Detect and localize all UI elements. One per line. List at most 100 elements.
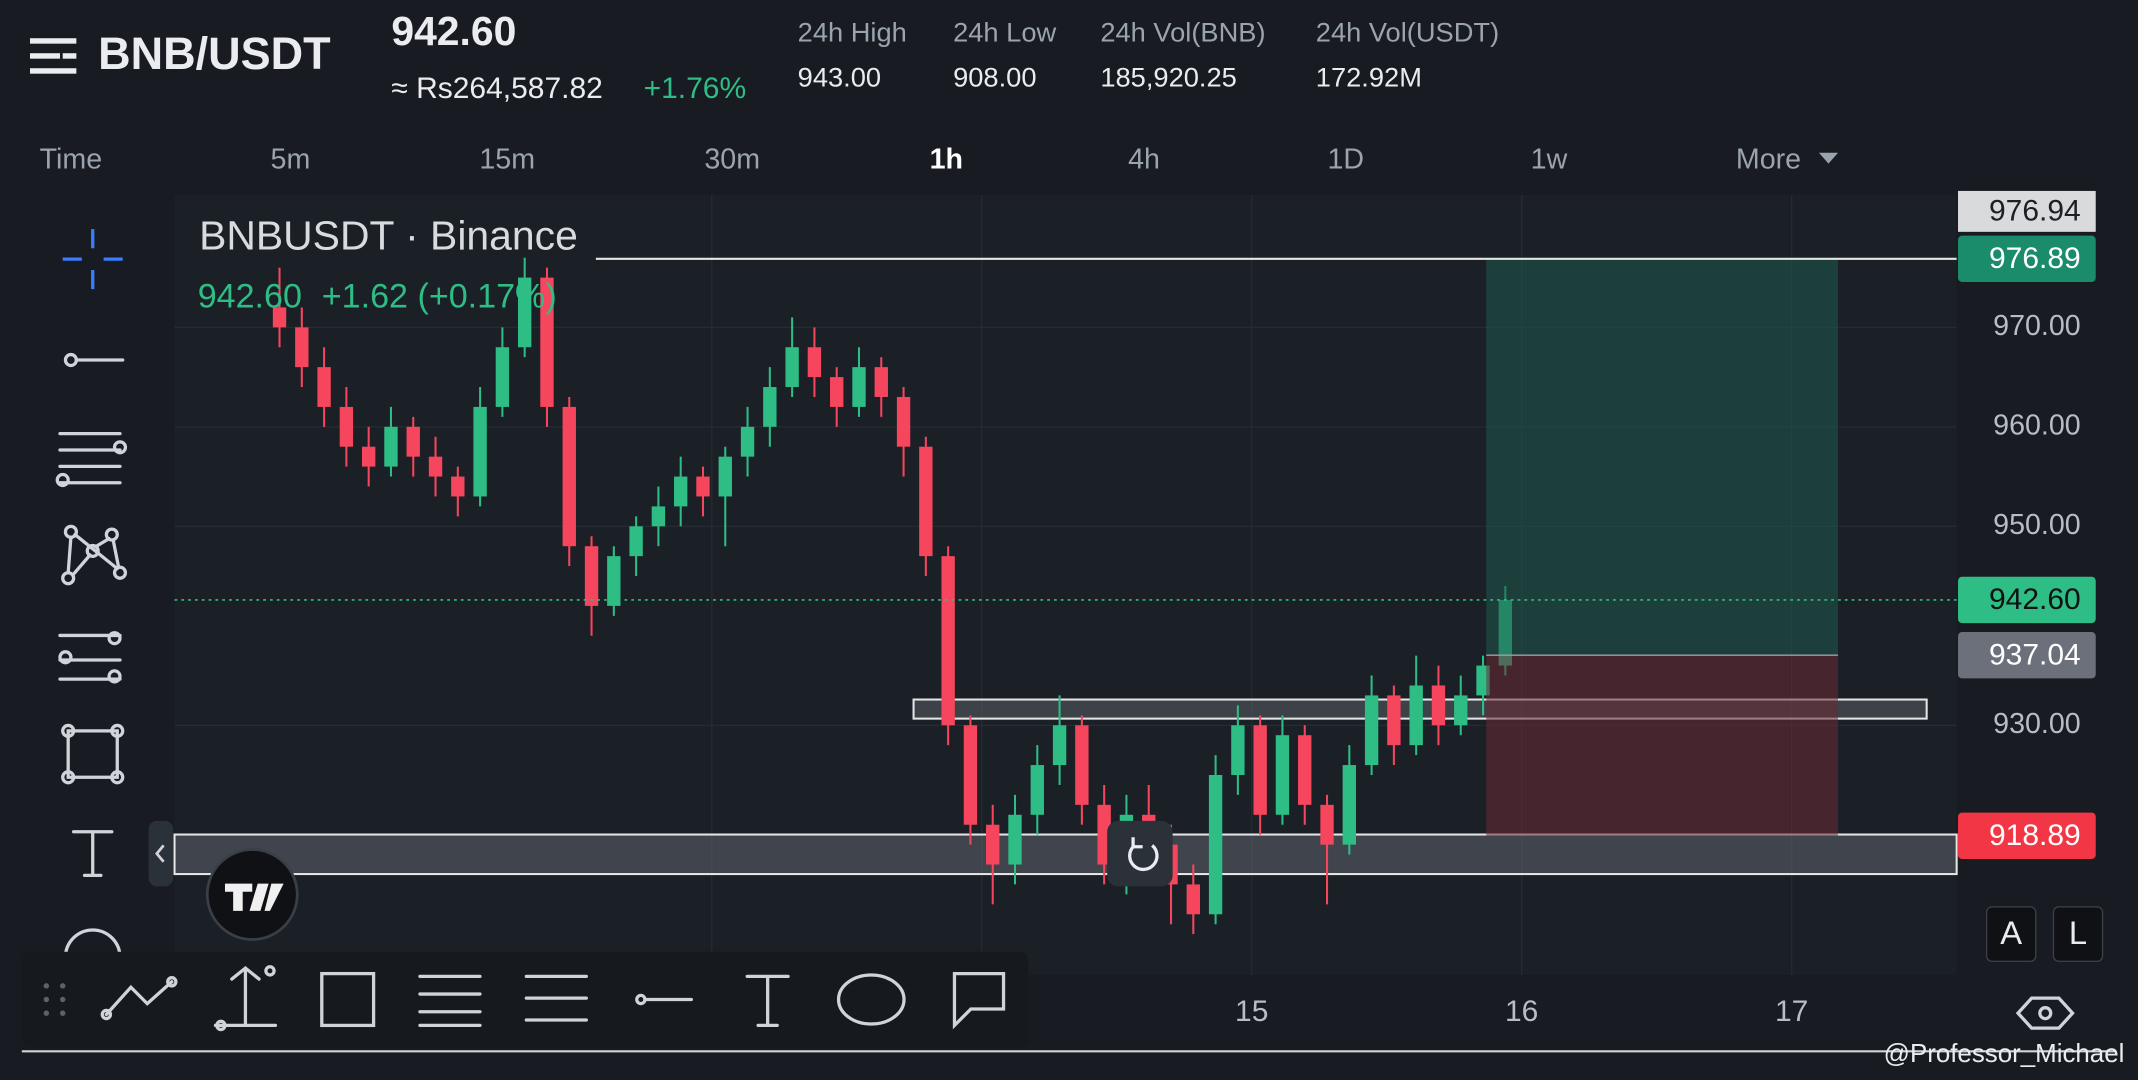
menu-icon[interactable]	[29, 38, 77, 74]
scale-button-bg	[2052, 906, 2104, 963]
chart-title: BNBUSDT · Binance	[199, 212, 578, 258]
candle-body	[919, 446, 933, 557]
left-toolbar	[55, 229, 128, 959]
watermark: @Professor_Michael	[1884, 1040, 2125, 1068]
y-tick-label: 970.00	[1993, 310, 2081, 342]
tab[interactable]: Time	[40, 144, 103, 176]
candle-body	[1364, 695, 1379, 766]
candle-body	[361, 446, 376, 467]
legend-change: +1.62 (+0.17%)	[322, 278, 557, 316]
tv-logo	[205, 848, 299, 941]
profit-zone	[1486, 258, 1839, 656]
candle-body	[339, 406, 354, 447]
more-tool[interactable]	[63, 928, 122, 959]
tab[interactable]: 1h	[930, 144, 963, 176]
candle-body	[941, 556, 955, 726]
price-tag-label: 976.89	[1989, 242, 2081, 275]
candle-body	[295, 327, 309, 368]
stat-label: 24h Vol(USDT)	[1316, 16, 1499, 47]
candle-body	[696, 476, 710, 497]
zone[interactable]	[173, 833, 1958, 876]
candle-body	[584, 546, 599, 606]
y-tick-label: 930.00	[1993, 708, 2081, 740]
x-tick-label: 15	[1235, 995, 1268, 1028]
candle-body	[718, 456, 732, 497]
price-tag-label: 976.94	[1989, 195, 2081, 228]
stat-value: 185,920.25	[1100, 61, 1236, 92]
candle-body	[473, 406, 487, 497]
stat-value: 943.00	[798, 61, 881, 92]
measure-tool[interactable]	[213, 965, 278, 1032]
range-tool[interactable]	[524, 974, 588, 1022]
candle-body	[1454, 695, 1468, 726]
drawing-toolbar	[21, 951, 1029, 1048]
candle-body	[1253, 725, 1267, 815]
candle-body	[1320, 804, 1334, 845]
candle-body	[317, 367, 331, 407]
candle-body	[763, 387, 777, 427]
stat-label: 24h High	[798, 16, 907, 47]
reset-button[interactable]	[1107, 820, 1173, 887]
loss-zone	[1486, 655, 1839, 836]
candle-body	[1208, 775, 1223, 915]
candle-body	[874, 367, 888, 397]
candle-body	[830, 377, 844, 407]
tab[interactable]: 1w	[1531, 144, 1568, 176]
candle-body	[1075, 725, 1089, 805]
tab[interactable]: 4h	[1128, 144, 1160, 176]
change: +1.76%	[644, 72, 747, 105]
candle-body	[1008, 814, 1022, 865]
text-tool[interactable]	[71, 830, 114, 878]
price-tag-label: 918.89	[1989, 819, 2081, 852]
line-tool[interactable]	[63, 352, 125, 368]
x-tick-label: 17	[1775, 995, 1808, 1028]
ellipse-tool[interactable]	[836, 973, 906, 1026]
tab[interactable]: More	[1736, 144, 1801, 176]
hline-tool[interactable]	[635, 993, 693, 1006]
candle-body	[451, 476, 465, 497]
candle-body	[785, 347, 799, 388]
scale-button[interactable]: L	[2069, 914, 2087, 951]
candle-body	[807, 347, 822, 378]
candle-body	[1186, 884, 1200, 915]
dropdown-arrow	[1818, 152, 1839, 164]
pair[interactable]: BNB/USDT	[98, 28, 330, 79]
tab[interactable]: 30m	[704, 144, 760, 176]
candle-body	[428, 456, 443, 477]
fib-bar-tool[interactable]	[418, 974, 482, 1028]
fib-tool[interactable]	[55, 432, 128, 488]
settings-icon[interactable]	[2015, 996, 2075, 1030]
box-tool[interactable]	[320, 971, 376, 1028]
candle-body	[1030, 765, 1044, 815]
candle-body	[986, 824, 1000, 865]
candle-body	[1387, 695, 1401, 746]
candle-body	[629, 526, 643, 557]
scale-button[interactable]: A	[2000, 914, 2022, 951]
candle-body	[517, 277, 532, 348]
candle-body	[1342, 765, 1357, 845]
crosshair-tool[interactable]	[62, 229, 123, 290]
candle-body	[495, 347, 510, 407]
x-tick-label: 16	[1505, 995, 1538, 1028]
candle-body	[384, 426, 398, 467]
candle-body	[1052, 725, 1067, 766]
tab[interactable]: 1D	[1327, 144, 1364, 176]
price-tag	[1958, 576, 2096, 624]
price: 942.60	[391, 8, 516, 54]
candle-body	[1409, 685, 1423, 746]
rectangle-tool[interactable]	[61, 723, 125, 785]
scale-button-bg	[1985, 906, 2037, 963]
tab[interactable]: 5m	[271, 144, 311, 176]
stat-value: 908.00	[953, 61, 1036, 92]
collapse-button[interactable]	[148, 820, 174, 887]
text-tool-2[interactable]	[745, 974, 790, 1028]
callout-tool[interactable]	[952, 971, 1006, 1030]
tab[interactable]: 15m	[479, 144, 535, 176]
pattern-tool[interactable]	[61, 524, 128, 586]
candle-body	[1298, 735, 1312, 805]
trend-tool[interactable]	[100, 976, 178, 1021]
projection-tool[interactable]	[58, 631, 122, 684]
candle-body	[540, 277, 554, 407]
price-tag-label: 937.04	[1989, 639, 2081, 672]
